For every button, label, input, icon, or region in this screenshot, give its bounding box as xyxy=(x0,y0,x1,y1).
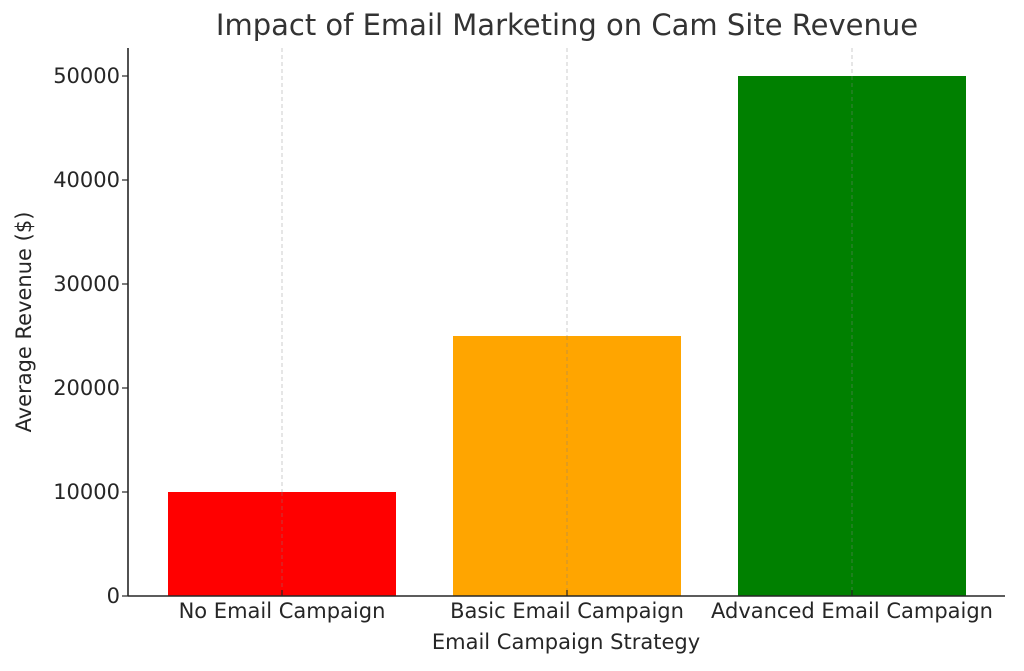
x-ticks xyxy=(281,590,853,596)
x-axis-label: Email Campaign Strategy xyxy=(431,630,701,654)
y-tick-label: 50000 xyxy=(53,64,120,88)
chart-title: Impact of Email Marketing on Cam Site Re… xyxy=(215,8,919,42)
y-ticks xyxy=(122,75,128,597)
bars xyxy=(168,76,966,596)
y-tick-label: 40000 xyxy=(53,168,120,192)
bar-advanced-email-campaign xyxy=(738,76,966,596)
x-gridlines-overlay xyxy=(281,76,853,596)
bar-basic-email-campaign xyxy=(453,336,681,596)
bar-no-email-campaign xyxy=(168,492,396,596)
x-tick-label: Basic Email Campaign xyxy=(450,599,684,623)
y-tick-label: 10000 xyxy=(53,480,120,504)
y-axis-label: Average Revenue ($) xyxy=(12,211,36,433)
y-tick-label: 30000 xyxy=(53,272,120,296)
y-tick-label: 20000 xyxy=(53,376,120,400)
x-tick-label: No Email Campaign xyxy=(178,599,386,623)
y-tick-label: 0 xyxy=(106,584,120,608)
x-tick-label: Advanced Email Campaign xyxy=(710,599,994,623)
